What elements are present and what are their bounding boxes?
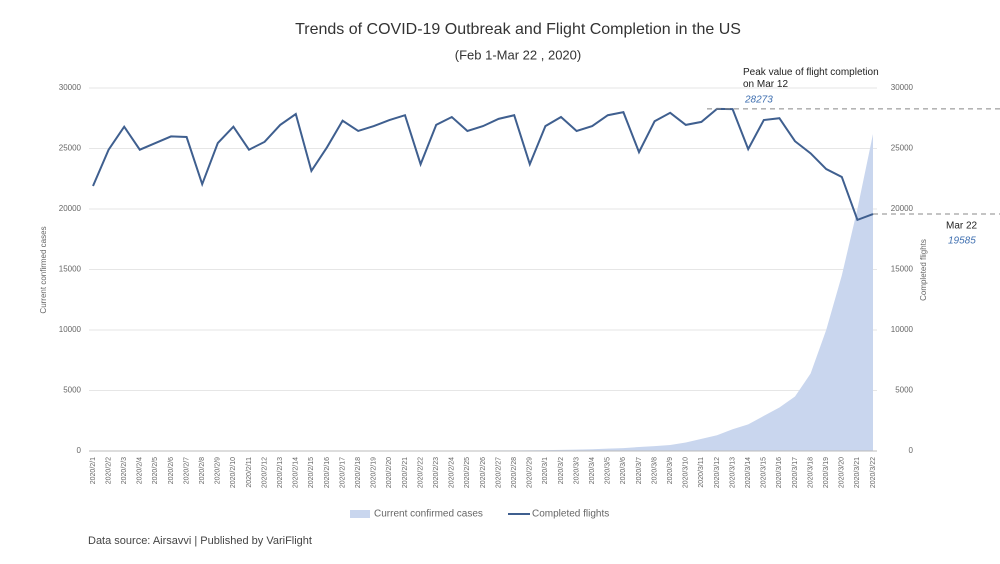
x-tick-label: 2020/2/19 (371, 457, 378, 488)
x-tick-label: 2020/2/27 (495, 457, 502, 488)
x-tick-label: 2020/3/7 (636, 457, 643, 484)
chart-title: Trends of COVID-19 Outbreak and Flight C… (295, 21, 741, 38)
y-tick-label: 25000 (59, 144, 82, 153)
x-tick-label: 2020/2/24 (449, 457, 456, 488)
x-tick-label: 2020/2/8 (199, 457, 206, 484)
y-tick-label: 20000 (59, 204, 82, 213)
x-tick-label: 2020/2/10 (230, 457, 237, 488)
y2-tick-label: 20000 (891, 204, 914, 213)
x-tick-label: 2020/2/14 (293, 457, 300, 488)
y2-tick-label: 10000 (891, 325, 914, 334)
x-tick-label: 2020/2/22 (417, 457, 424, 488)
x-tick-label: 2020/2/6 (168, 457, 175, 484)
x-tick-label: 2020/2/16 (324, 457, 331, 488)
x-tick-label: 2020/2/4 (137, 457, 144, 484)
y-tick-label: 0 (77, 446, 82, 455)
annotation-text: Peak value of flight completion on Mar 12 (743, 67, 879, 90)
x-tick-label: 2020/3/9 (667, 457, 674, 484)
y2-tick-label: 30000 (891, 83, 914, 92)
x-tick-label: 2020/3/11 (698, 457, 705, 488)
legend-swatch (350, 510, 370, 518)
x-tick-label: 2020/3/10 (683, 457, 690, 488)
y2-axis-label: Completed flights (919, 239, 928, 301)
y-tick-label: 5000 (63, 386, 81, 395)
legend-label: Current confirmed cases (374, 509, 483, 520)
x-tick-label: 2020/3/14 (745, 457, 752, 488)
y2-tick-label: 15000 (891, 265, 914, 274)
x-tick-label: 2020/3/17 (792, 457, 799, 488)
chart-subtitle: (Feb 1-Mar 22 , 2020) (455, 47, 581, 62)
x-tick-label: 2020/3/13 (729, 457, 736, 488)
x-tick-label: 2020/2/13 (277, 457, 284, 488)
x-tick-label: 2020/2/5 (152, 457, 159, 484)
x-tick-label: 2020/3/3 (573, 457, 580, 484)
x-tick-label: 2020/2/20 (386, 457, 393, 488)
x-tick-label: 2020/2/28 (511, 457, 518, 488)
line (92, 107, 874, 222)
x-tick-label: 2020/3/8 (651, 457, 658, 484)
legend-label: Completed flights (532, 509, 609, 520)
x-tick-label: 2020/2/17 (339, 457, 346, 488)
x-tick-label: 2020/3/16 (776, 457, 783, 488)
x-tick-label: 2020/3/19 (823, 457, 830, 488)
source-note: Data source: Airsavvi | Published by Var… (88, 535, 312, 547)
x-tick-label: 2020/2/7 (183, 457, 190, 484)
x-tick-label: 2020/3/12 (714, 457, 721, 488)
x-tick-label: 2020/3/5 (605, 457, 612, 484)
x-tick-label: 2020/3/21 (854, 457, 861, 488)
y-axis-label: Current confirmed cases (39, 226, 48, 313)
x-tick-label: 2020/3/18 (807, 457, 814, 488)
x-tick-label: 2020/3/15 (761, 457, 768, 488)
area (93, 133, 873, 452)
x-tick-label: 2020/3/20 (839, 457, 846, 488)
y-tick-label: 15000 (59, 265, 82, 274)
y-tick-label: 10000 (59, 325, 82, 334)
x-tick-label: 2020/2/23 (433, 457, 440, 488)
y2-tick-label: 25000 (891, 144, 914, 153)
x-tick-label: 2020/2/15 (308, 457, 315, 488)
x-tick-label: 2020/2/25 (464, 457, 471, 488)
x-tick-label: 2020/3/4 (589, 457, 596, 484)
x-tick-label: 2020/2/3 (121, 457, 128, 484)
x-tick-label: 2020/2/29 (527, 457, 534, 488)
annotation-value: 19585 (948, 236, 976, 247)
x-tick-label: 2020/2/12 (261, 457, 268, 488)
x-tick-label: 2020/3/6 (620, 457, 627, 484)
x-tick-label: 2020/2/18 (355, 457, 362, 488)
y2-tick-label: 0 (909, 446, 914, 455)
x-tick-label: 2020/3/1 (542, 457, 549, 484)
y-tick-label: 30000 (59, 83, 82, 92)
x-tick-label: 2020/2/21 (402, 457, 409, 488)
x-tick-label: 2020/2/11 (246, 457, 253, 488)
x-tick-label: 2020/2/9 (215, 457, 222, 484)
x-tick-label: 2020/2/1 (90, 457, 97, 484)
y2-tick-label: 5000 (895, 386, 913, 395)
x-tick-label: 2020/2/2 (105, 457, 112, 484)
x-tick-label: 2020/3/2 (558, 457, 565, 484)
annotation-value: 28273 (744, 95, 773, 106)
x-tick-label: 2020/2/26 (480, 457, 487, 488)
x-tick-label: 2020/3/22 (870, 457, 877, 488)
annotation-text: Mar 22 (946, 221, 978, 232)
